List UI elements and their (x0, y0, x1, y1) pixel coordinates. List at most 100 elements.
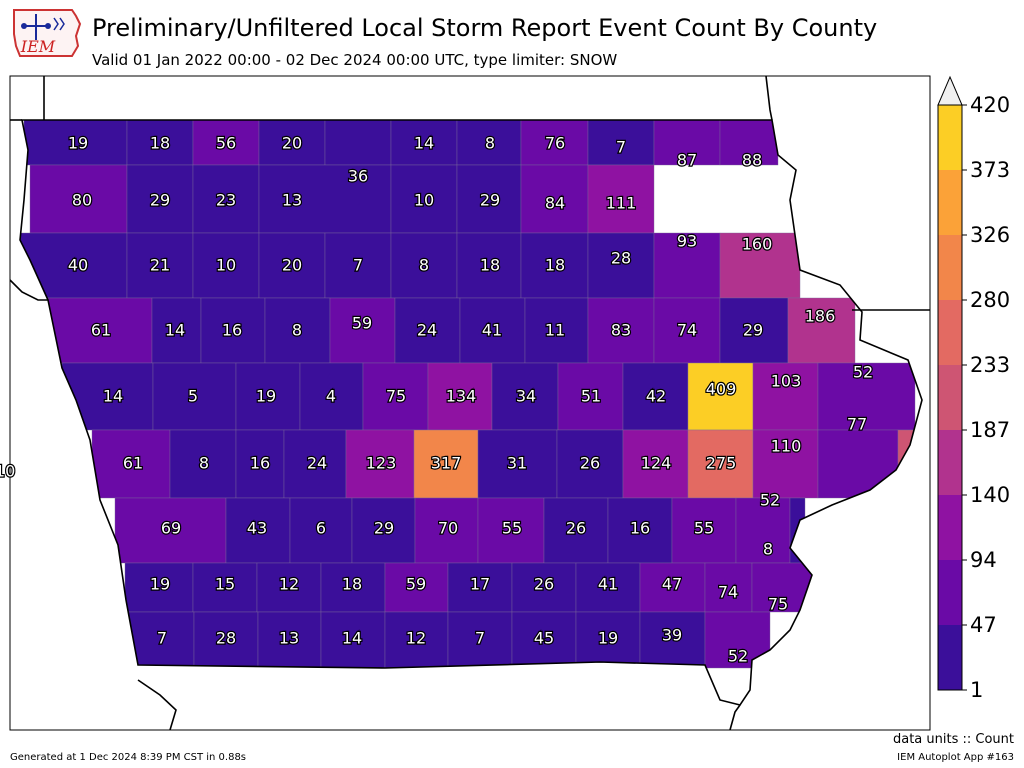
county-value-label: 26 (534, 575, 554, 594)
county-value-label: 160 (742, 235, 773, 254)
county-value-label: 70 (438, 519, 458, 538)
county-value-label: 84 (545, 194, 565, 213)
county-value-label: 47 (662, 575, 682, 594)
county-value-label: 103 (771, 372, 802, 391)
county-value-label: 52 (760, 491, 780, 510)
county-cell (384, 611, 449, 669)
county-cell (351, 497, 416, 564)
county-cell (787, 297, 856, 364)
county-cell (556, 429, 624, 499)
county-cell (256, 562, 322, 613)
colorbar-frame (937, 104, 963, 691)
county-cell (557, 362, 624, 431)
app-id-label: IEM Autoplot App #163 (897, 752, 1014, 763)
county-cell (447, 562, 513, 613)
county-value-label: 8 (199, 454, 209, 473)
county-value-label: 18 (150, 134, 170, 153)
state-line-north-2 (765, 75, 773, 121)
county-value-label: 7 (475, 629, 485, 648)
county-value-label: 110 (771, 437, 802, 456)
county-cell (192, 562, 258, 613)
county-value-label: 17 (470, 575, 490, 594)
county-value-label: 31 (507, 454, 527, 473)
county-cell (752, 429, 819, 499)
county-value-label: 14 (414, 134, 434, 153)
county-cell (817, 362, 916, 431)
county-value-label: 20 (282, 256, 302, 275)
county-value-label: 10 (216, 256, 236, 275)
county-value-label: 52 (728, 647, 748, 666)
county-cell (193, 611, 259, 669)
county-value-label: 15 (215, 575, 235, 594)
county-value-label: 7 (157, 629, 167, 648)
county-value-label: 123 (366, 454, 397, 473)
county-value-label: 80 (72, 191, 92, 210)
county-value-label: 134 (446, 387, 477, 406)
county-cell (752, 362, 819, 431)
county-value-label: 409 (706, 380, 737, 399)
county-value-label: 43 (247, 519, 267, 538)
county-value-label: 77 (847, 415, 867, 434)
county-value-label: 83 (611, 321, 631, 340)
data-units-label: data units :: Count (892, 732, 1014, 747)
county-value-label: 74 (718, 583, 738, 602)
county-cell (324, 232, 392, 299)
county-value-label: 4 (326, 387, 336, 406)
county-value-label: 6 (316, 519, 326, 538)
county-value-label: 7 (353, 256, 363, 275)
county-value-label: 88 (742, 151, 762, 170)
county-cell (491, 362, 559, 431)
county-value-label: 19 (598, 629, 618, 648)
county-value-label: 8 (292, 321, 302, 340)
county-value-label: 16 (250, 454, 270, 473)
county-value-label: 111 (606, 194, 637, 213)
colorbar-tick-label: 94 (970, 548, 997, 572)
county-cell (653, 297, 721, 364)
county-value-label: 11 (545, 321, 565, 340)
county-cell (264, 297, 331, 364)
county-value-label: 41 (598, 575, 618, 594)
county-cell (192, 164, 260, 234)
county-value-label: 24 (417, 321, 437, 340)
colorbar-bin (938, 495, 962, 560)
county-cell (735, 497, 791, 564)
county-cell (687, 429, 754, 499)
county-cell (345, 429, 415, 499)
iowa-border (19, 119, 923, 706)
county-cell (151, 297, 202, 364)
county-value-label: 21 (150, 256, 170, 275)
county-value-label: 317 (431, 454, 462, 473)
county-cell (235, 429, 285, 499)
county-cell (639, 562, 706, 613)
county-cell (524, 297, 589, 364)
county-value-label: 69 (161, 519, 181, 538)
county-cell (414, 497, 479, 564)
county-value-label: 29 (743, 321, 763, 340)
county-value-label: 18 (480, 256, 500, 275)
county-cell (258, 232, 326, 299)
county-cell (607, 497, 673, 564)
colorbar-extend-arrow (937, 75, 963, 106)
colorbar-bin (938, 365, 962, 430)
county-cell (124, 562, 194, 613)
county-cell (126, 120, 194, 166)
county-cell (477, 497, 545, 564)
county-cell (324, 120, 392, 166)
county-value-label: 75 (768, 595, 788, 614)
county-value-label: 13 (279, 629, 299, 648)
county-value-label: 41 (482, 321, 502, 340)
county-cell (283, 429, 347, 499)
county-cell (200, 297, 266, 364)
county-value-label: 13 (282, 191, 302, 210)
county-cell (622, 362, 689, 431)
county-cell (587, 297, 655, 364)
county-value-label: 56 (216, 134, 236, 153)
county-cell (459, 297, 526, 364)
county-value-label: 18 (545, 256, 565, 275)
county-value-label: 59 (406, 575, 426, 594)
county-value-label: 186 (805, 307, 836, 326)
county-value-label: 39 (662, 626, 682, 645)
county-value-label: 124 (641, 454, 672, 473)
